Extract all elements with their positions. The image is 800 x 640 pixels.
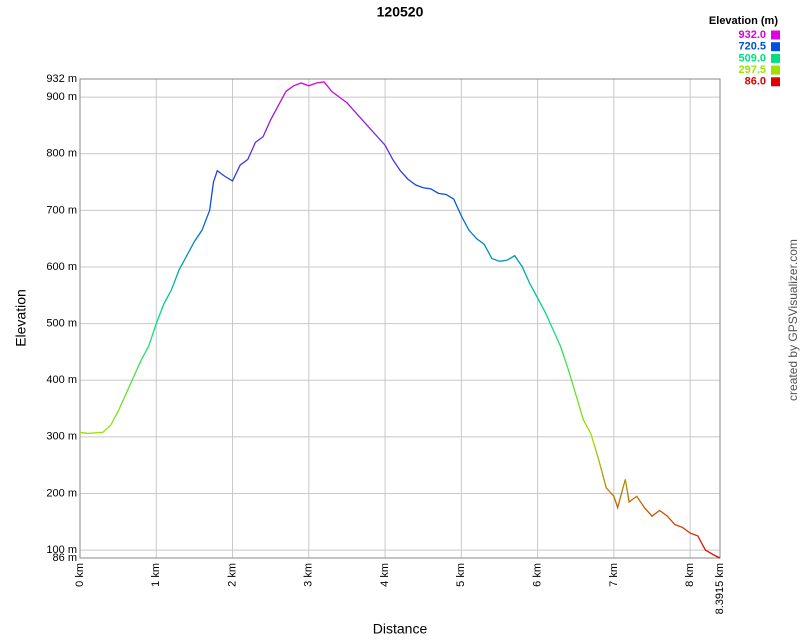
x-tick-label: 7 km [608, 563, 620, 587]
x-tick-label: 6 km [532, 563, 544, 587]
x-tick-label: 0 km [74, 563, 86, 587]
legend-swatch [771, 77, 780, 87]
legend-label: 720.5 [738, 41, 766, 53]
x-tick-label: 1 km [150, 563, 162, 587]
y-tick-label: 932 m [46, 73, 77, 85]
legend-title: Elevation (m) [709, 15, 778, 27]
elevation-line [79, 81, 721, 559]
x-axis-label: Distance [373, 621, 428, 637]
legend-label: 86.0 [745, 76, 766, 88]
credit: created by GPSVisualizer.com [786, 239, 800, 401]
x-tick-label: 8 km [684, 563, 696, 587]
y-tick-label: 86 m [53, 552, 77, 564]
y-tick-label: 700 m [46, 204, 77, 216]
y-tick-label: 600 m [46, 261, 77, 273]
legend-swatch [771, 42, 780, 52]
x-tick-label: 4 km [379, 563, 391, 587]
legend-swatch [771, 30, 780, 40]
y-tick-label: 200 m [46, 487, 77, 499]
legend-swatch [771, 65, 780, 75]
y-tick-label: 800 m [46, 148, 77, 160]
x-tick-label: 3 km [303, 563, 315, 587]
x-tick-label: 8.3915 km [714, 563, 726, 614]
y-tick-label: 300 m [46, 431, 77, 443]
x-tick-label: 5 km [455, 563, 467, 587]
legend-swatch [771, 53, 780, 63]
legend-label: 509.0 [738, 52, 766, 64]
y-tick-label: 900 m [46, 91, 77, 103]
y-tick-label: 100 m [46, 544, 77, 556]
plot-background [79, 78, 721, 559]
chart-title: 120520 [377, 4, 424, 20]
legend-label: 297.5 [738, 64, 766, 76]
y-tick-label: 500 m [46, 318, 77, 330]
plot-frame [79, 78, 721, 559]
y-tick-label: 400 m [46, 374, 77, 386]
legend-label: 932.0 [738, 29, 766, 41]
y-axis-label: Elevation [13, 289, 29, 347]
x-tick-label: 2 km [226, 563, 238, 587]
